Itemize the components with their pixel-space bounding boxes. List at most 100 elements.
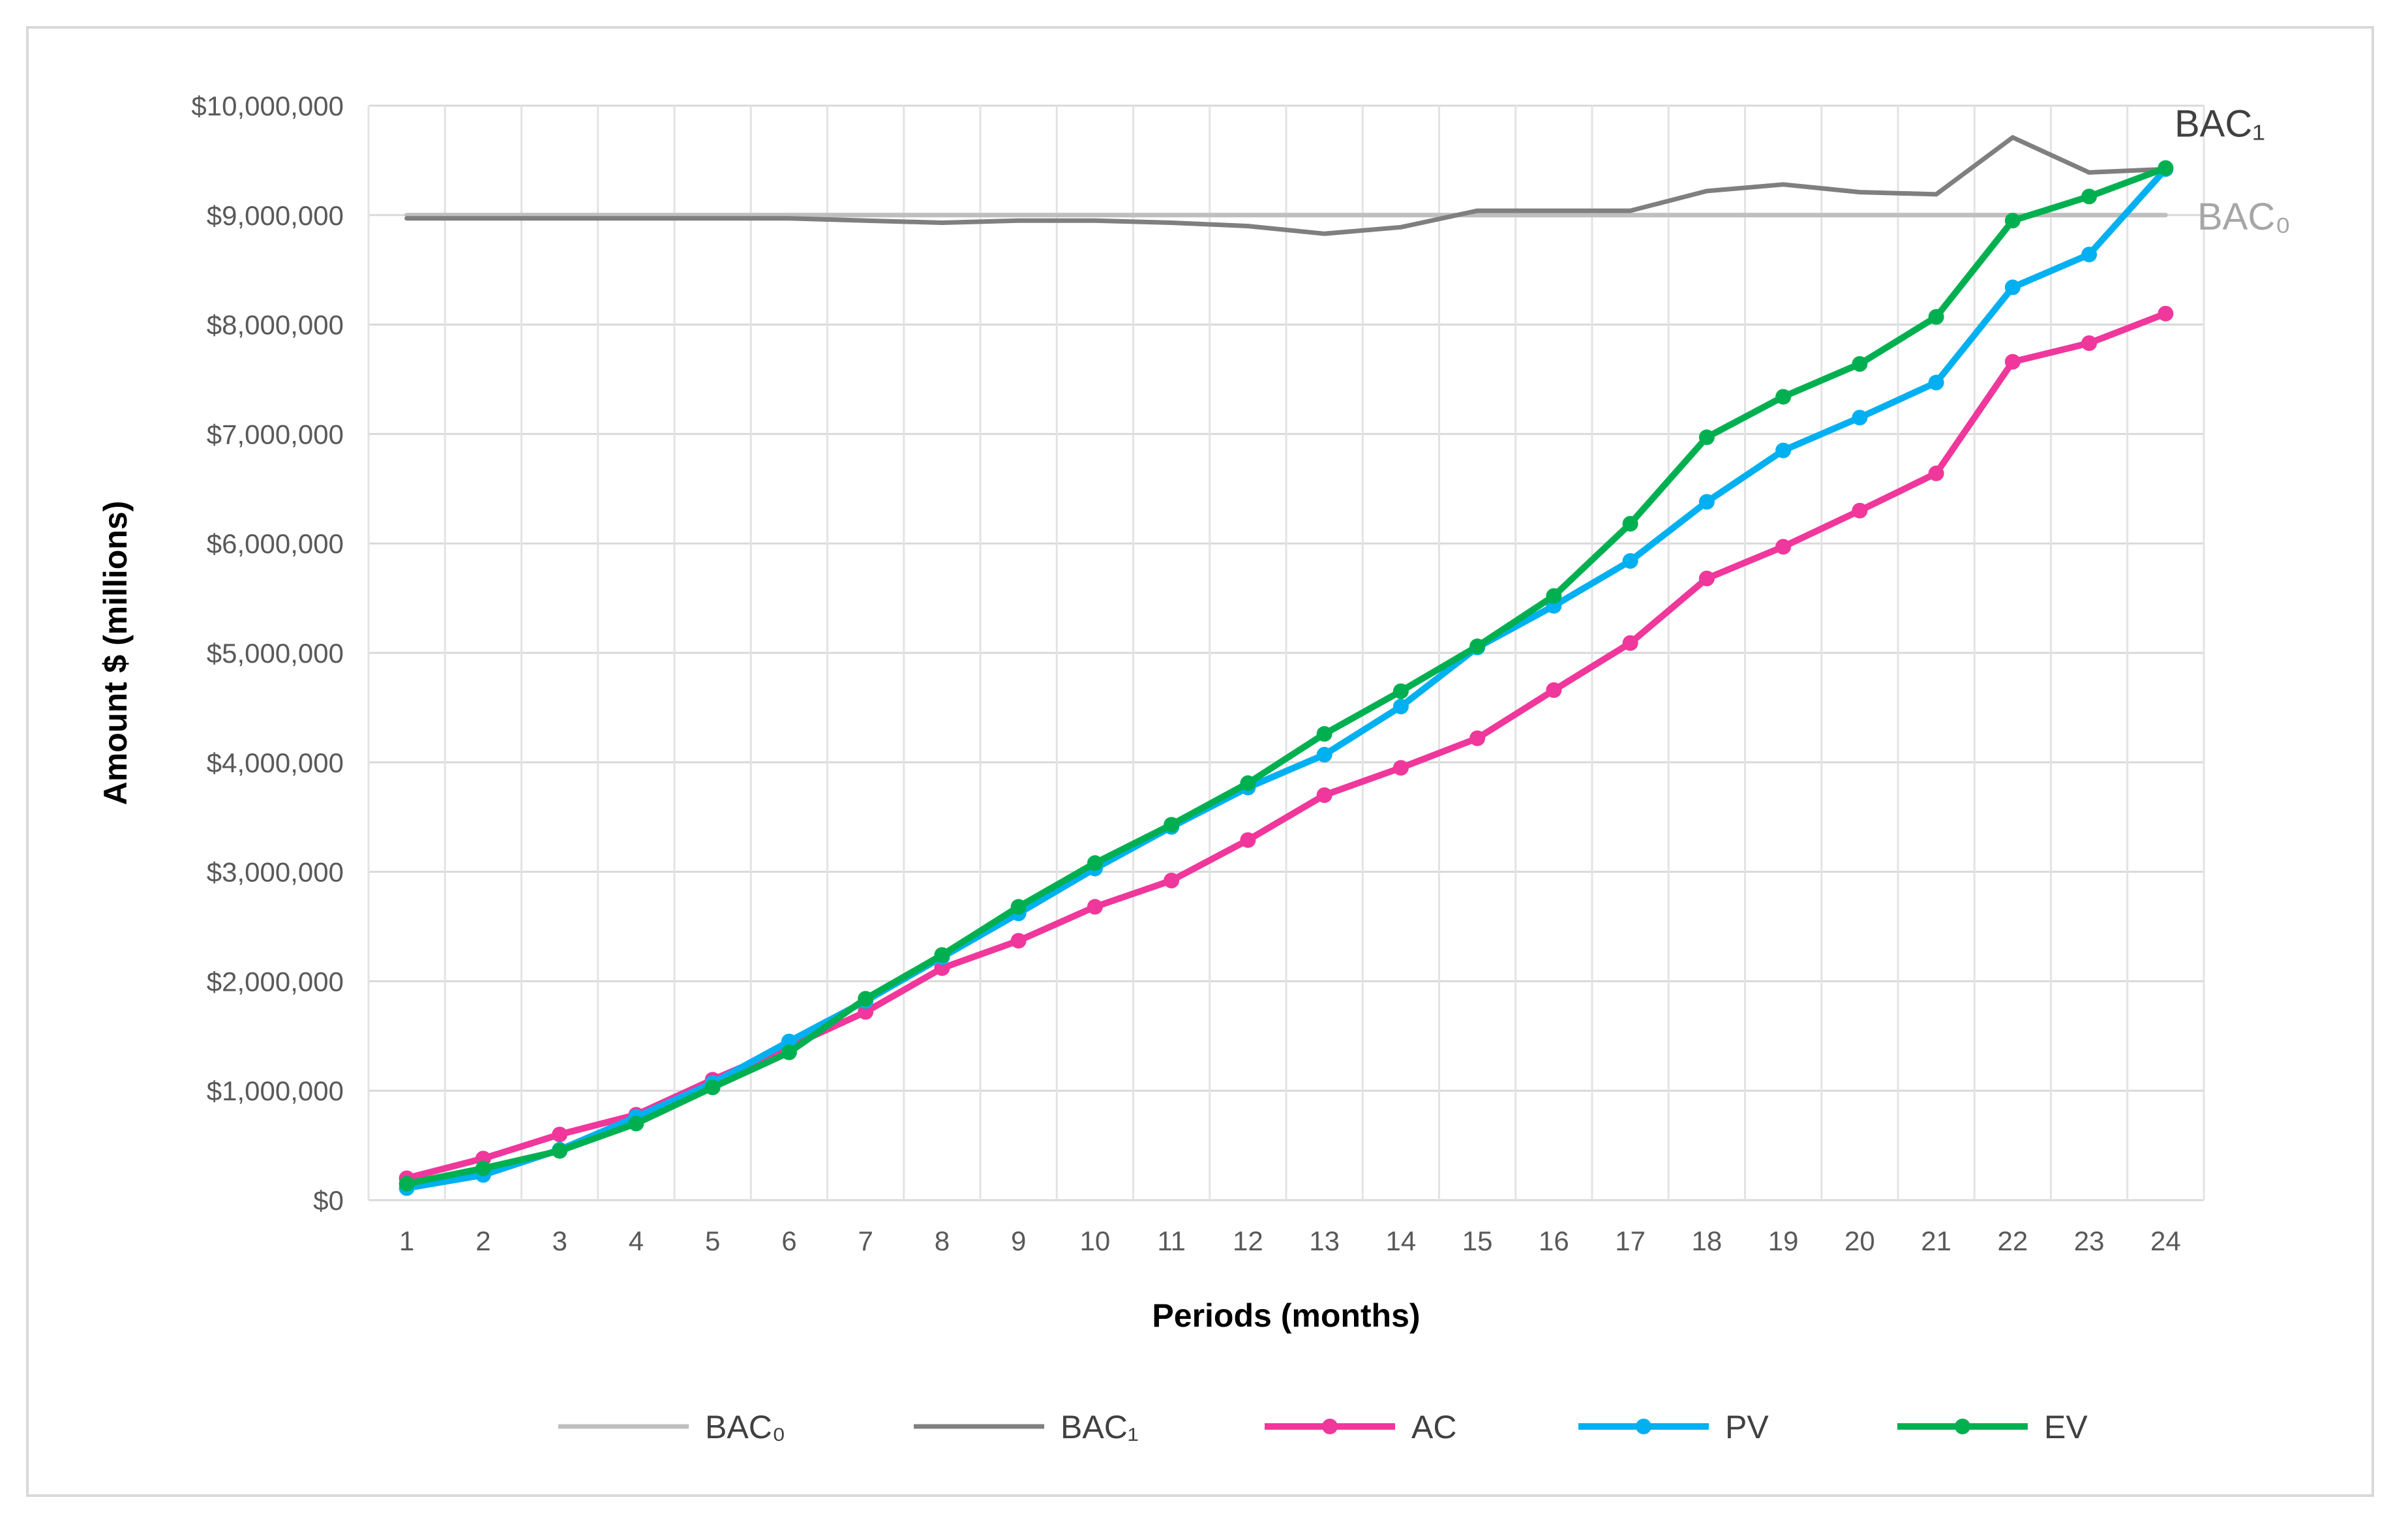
data-point-ac [1010, 933, 1027, 949]
data-point-ac [2081, 335, 2098, 352]
series-line-bac1 [404, 135, 2168, 236]
legend-marker [1322, 1419, 1338, 1434]
data-point-ac [934, 960, 950, 976]
series-line-ev [403, 164, 2169, 1187]
end-label-bac1: BAC₁ [2175, 102, 2265, 145]
data-point-ac [1928, 465, 1944, 481]
y-tick-label: $8,000,000 [207, 310, 344, 340]
data-point-ev [1852, 356, 1868, 372]
series-group [399, 135, 2174, 1196]
y-tick-label: $0 [313, 1185, 344, 1216]
data-point-ev [2081, 188, 2098, 205]
x-tick-label: 9 [1011, 1226, 1026, 1256]
series-line-pv [403, 166, 2169, 1192]
x-tick-label: 11 [1157, 1226, 1186, 1256]
data-point-ac [1698, 570, 1715, 586]
data-point-ac [2158, 305, 2174, 322]
x-tick-label: 24 [2150, 1226, 2181, 1256]
legend-marker [1955, 1419, 1970, 1434]
data-point-ev [1469, 638, 1486, 654]
x-tick-label: 10 [1080, 1226, 1111, 1256]
earned-value-line-chart: $0 $1,000,000 $2,000,000 $3,000,000 $4,000,0… [97, 91, 2291, 1445]
x-tick-label: 17 [1615, 1226, 1646, 1256]
data-point-ac [1087, 899, 1103, 915]
y-tick-label: $7,000,000 [207, 419, 344, 449]
data-point-ac [1775, 539, 1792, 555]
legend-label: BAC₀ [705, 1409, 786, 1445]
data-point-ev [2004, 213, 2021, 229]
x-tick-label: 5 [705, 1226, 720, 1256]
y-tick-label: $6,000,000 [207, 528, 344, 559]
x-tick-label: 21 [1921, 1226, 1951, 1256]
y-tick-label: $4,000,000 [207, 747, 344, 778]
chart-frame: $0 $1,000,000 $2,000,000 $3,000,000 $4,000,0… [26, 26, 2374, 1497]
data-point-pv [1316, 747, 1332, 763]
data-point-ac [1240, 832, 1256, 848]
end-labels: BAC₁ BAC₀ [2175, 102, 2291, 237]
legend: BAC₀ BAC₁ AC PV EV [558, 1409, 2088, 1445]
x-tick-label: 2 [475, 1226, 490, 1256]
legend-marker [1636, 1419, 1651, 1434]
data-point-ev [1928, 309, 1944, 325]
data-point-ac [1316, 787, 1332, 804]
data-point-pv [1852, 410, 1868, 426]
x-tick-label: 14 [1386, 1226, 1417, 1256]
x-tick-label: 12 [1233, 1226, 1263, 1256]
data-point-pv [781, 1033, 797, 1049]
x-tick-label: 18 [1692, 1226, 1723, 1256]
end-label-bac0: BAC₀ [2197, 196, 2291, 238]
x-tick-label: 1 [399, 1226, 414, 1256]
legend-label: BAC₁ [1061, 1409, 1139, 1445]
data-point-ev [858, 991, 874, 1007]
x-tick-label: 6 [781, 1226, 796, 1256]
x-tick-label: 4 [629, 1226, 644, 1256]
x-tick-label: 3 [552, 1226, 567, 1256]
data-point-pv [1775, 442, 1792, 459]
x-tick-label: 13 [1309, 1226, 1340, 1256]
legend-label: PV [1725, 1409, 1769, 1445]
y-tick-label: $1,000,000 [207, 1076, 344, 1106]
x-axis-ticks: 1 2 3 4 5 6 7 8 9 10 11 12 13 14 15 16 17 18 19 20 21 22 23 24 [399, 1226, 2181, 1256]
data-point-ev [1698, 429, 1715, 445]
x-tick-label: 22 [1998, 1226, 2028, 1256]
data-point-pv [1928, 374, 1944, 391]
data-point-ev [399, 1175, 415, 1192]
data-point-ev [1087, 855, 1103, 871]
grid-lines [367, 104, 2205, 1201]
data-point-pv [2081, 247, 2098, 263]
data-point-ac [1469, 730, 1486, 746]
data-point-ac [1392, 760, 1409, 776]
y-tick-label: $2,000,000 [207, 966, 344, 997]
data-point-ac [1164, 873, 1180, 889]
y-tick-label: $9,000,000 [207, 200, 344, 231]
data-point-ev [1010, 899, 1027, 915]
data-point-ac [1622, 635, 1638, 651]
legend-label: AC [1411, 1409, 1456, 1445]
data-point-ev [552, 1143, 568, 1159]
x-tick-label: 20 [1844, 1226, 1875, 1256]
data-point-ev [1546, 588, 1562, 604]
data-point-ac [858, 1004, 874, 1020]
data-point-ev [934, 947, 950, 963]
y-tick-label: $3,000,000 [207, 857, 344, 888]
data-point-ev [704, 1079, 721, 1096]
data-point-pv [1698, 494, 1715, 510]
data-point-ac [2004, 354, 2021, 370]
data-point-ev [781, 1044, 797, 1061]
data-point-ev [475, 1160, 491, 1177]
data-point-pv [2004, 279, 2021, 295]
x-tick-label: 15 [1462, 1226, 1493, 1256]
data-point-ev [1392, 683, 1409, 699]
x-tick-label: 16 [1539, 1226, 1569, 1256]
data-point-ac [1546, 682, 1562, 699]
data-point-ev [1240, 775, 1256, 791]
legend-label: EV [2044, 1409, 2088, 1445]
data-point-pv [1622, 553, 1638, 569]
data-point-ev [1316, 726, 1332, 742]
y-tick-label: $10,000,000 [191, 91, 344, 121]
data-point-ev [2158, 160, 2174, 176]
data-point-ac [552, 1126, 568, 1143]
data-point-ev [1622, 515, 1638, 532]
x-tick-label: 8 [935, 1226, 950, 1256]
data-point-ac [1852, 502, 1868, 519]
